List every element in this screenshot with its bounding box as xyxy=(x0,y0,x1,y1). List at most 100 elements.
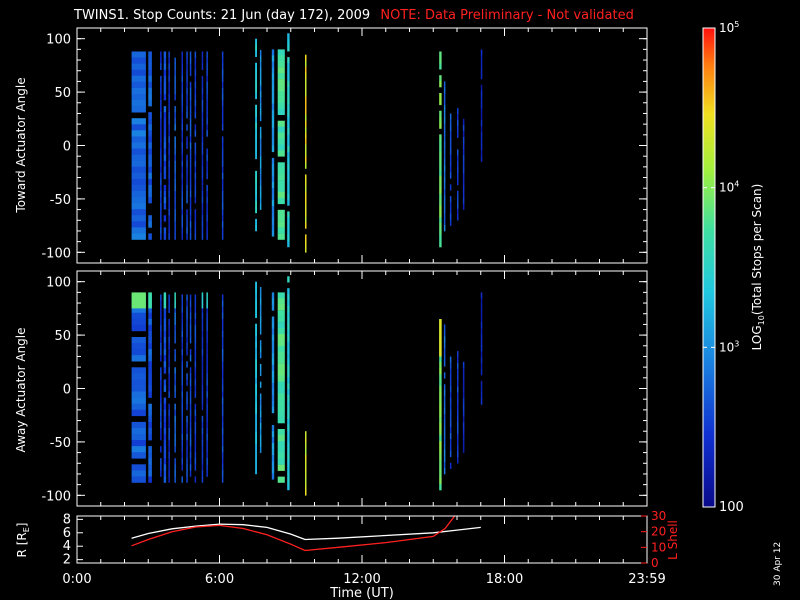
heatmap-cell xyxy=(148,452,152,459)
heatmap-cell xyxy=(462,410,465,417)
heatmap-cell xyxy=(255,104,257,112)
heatmap-cell xyxy=(148,154,152,161)
heatmap-cell xyxy=(181,294,183,301)
heatmap-cell xyxy=(206,184,208,192)
heatmap-cell xyxy=(168,367,170,374)
heatmap-cell xyxy=(271,55,275,62)
heatmap-cell xyxy=(221,367,224,374)
heatmap-cell xyxy=(201,221,204,228)
heatmap-cell xyxy=(168,361,170,368)
heatmap-cell xyxy=(287,359,290,366)
heatmap-cell xyxy=(462,197,465,204)
heatmap-cell xyxy=(480,126,483,133)
heatmap-cell xyxy=(449,131,452,138)
heatmap-cell xyxy=(439,465,442,472)
heatmap-cell xyxy=(480,321,483,329)
heatmap-cell xyxy=(277,334,285,341)
heatmap-cell xyxy=(194,446,197,453)
y-tick-label: 50 xyxy=(54,329,71,344)
heatmap-cell xyxy=(206,324,208,332)
heatmap-cell xyxy=(221,385,224,392)
heatmap-cell xyxy=(206,361,208,368)
heatmap-cell xyxy=(443,123,446,130)
heatmap-cell xyxy=(201,166,204,174)
heatmap-cell xyxy=(271,103,275,110)
heatmap-cell xyxy=(277,310,285,317)
heatmap-cell xyxy=(206,203,208,210)
heatmap-cell xyxy=(194,379,197,386)
heatmap-cell xyxy=(221,154,224,161)
heatmap-cell xyxy=(457,108,459,115)
heatmap-cell xyxy=(201,458,204,465)
heatmap-cell xyxy=(206,440,208,447)
heatmap-cell xyxy=(174,197,176,204)
heatmap-cell xyxy=(287,460,290,467)
heatmap-cell xyxy=(277,91,285,98)
heatmap-cell xyxy=(287,146,290,153)
heatmap-cell xyxy=(277,85,285,92)
heatmap-cell xyxy=(131,221,146,228)
heatmap-cell xyxy=(174,330,176,338)
heatmap-cell xyxy=(201,464,204,471)
heatmap-cell xyxy=(271,109,275,116)
heatmap-cell xyxy=(186,446,188,453)
heatmap-cell xyxy=(181,403,183,411)
heatmap-cell xyxy=(439,447,442,454)
heatmap-cell xyxy=(449,196,452,203)
heatmap-cell xyxy=(287,193,290,200)
heatmap-cell xyxy=(181,361,183,368)
heatmap-cell xyxy=(443,384,446,391)
heatmap-cell xyxy=(194,81,197,89)
y-tick-label: 100 xyxy=(46,276,71,291)
heatmap-cell xyxy=(181,343,183,350)
heatmap-cell xyxy=(271,370,275,378)
heatmap-cell xyxy=(287,300,290,307)
heatmap-cell xyxy=(480,137,483,145)
heatmap-cell xyxy=(131,337,146,344)
heatmap-cell xyxy=(221,343,224,350)
heatmap-cell xyxy=(255,50,257,57)
heatmap-cell xyxy=(168,330,170,338)
heatmap-cell xyxy=(449,427,452,434)
heatmap-cell xyxy=(287,57,290,64)
heatmap-cell xyxy=(168,69,170,77)
heatmap-hot-band xyxy=(206,292,208,309)
heatmap-cell xyxy=(305,466,307,473)
heatmap-cell xyxy=(148,324,152,332)
heatmap-cell xyxy=(305,477,307,484)
heatmap-cell xyxy=(186,476,188,483)
heatmap-cell xyxy=(443,468,446,475)
colorbar-tick-label-bottom: 100 xyxy=(719,500,744,515)
heatmap-cell xyxy=(206,233,208,240)
heatmap-cell xyxy=(160,136,162,143)
heatmap-cell xyxy=(168,227,170,234)
heatmap-cell xyxy=(160,434,162,441)
heatmap-cell xyxy=(168,464,170,471)
heatmap-cell xyxy=(201,154,204,161)
heatmap-cell xyxy=(449,397,452,404)
heatmap-cell xyxy=(163,330,167,338)
heatmap-cell xyxy=(480,73,483,80)
heatmap-cell xyxy=(189,391,192,398)
y-tick-label: 50 xyxy=(54,86,71,101)
heatmap-cell xyxy=(287,39,290,46)
heatmap-cell xyxy=(194,75,197,83)
heatmap-cell xyxy=(287,288,290,295)
heatmap-cell xyxy=(259,423,262,430)
heatmap-cell xyxy=(206,221,208,228)
heatmap-cell xyxy=(443,141,446,148)
heatmap-cell xyxy=(259,168,262,175)
heatmap-cell xyxy=(206,166,208,174)
heatmap-cell xyxy=(194,124,197,131)
heatmap-cell xyxy=(277,464,285,471)
heatmap-cell xyxy=(163,409,167,417)
heatmap-cell xyxy=(259,298,262,305)
heatmap-cell xyxy=(255,401,257,409)
heatmap-cell xyxy=(168,191,170,198)
heatmap-cell xyxy=(131,130,146,137)
heatmap-cell xyxy=(206,397,208,404)
heatmap-cell xyxy=(163,130,167,137)
heatmap-cell xyxy=(277,393,285,400)
heatmap-cell xyxy=(457,410,459,417)
heatmap-cell xyxy=(181,87,183,95)
